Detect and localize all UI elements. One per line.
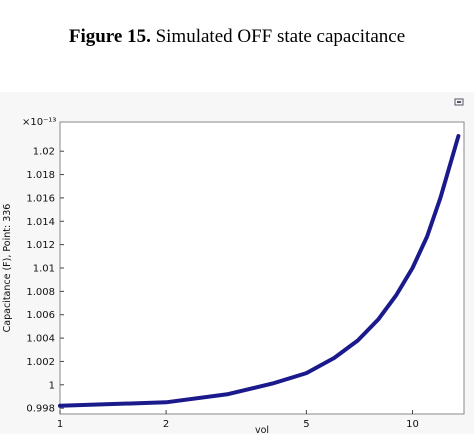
figure-caption-text: Simulated OFF state capacitance: [155, 26, 406, 47]
y-tick-label: 1.006: [26, 310, 55, 321]
plot-area: [59, 121, 465, 415]
y-tick-label: 1.004: [26, 334, 55, 345]
y-tick-label: 1.012: [26, 240, 55, 251]
figure-label: Figure 15.: [68, 26, 151, 47]
y-tick-label: 0.998: [26, 404, 55, 415]
x-tick-label: 1: [57, 419, 63, 430]
y-tick-label: 1.002: [26, 357, 55, 368]
figure-caption: Figure 15. Simulated OFF state capacitan…: [0, 26, 474, 48]
y-tick-label: 1.016: [26, 193, 55, 204]
y-tick-label: 1.01: [33, 264, 55, 275]
y-tick-label: 1.02: [33, 147, 55, 158]
x-axis-title: vol: [255, 425, 269, 434]
y-axis-title: Capacitance (F), Point: 336: [2, 204, 13, 333]
y-tick-label: 1.014: [26, 217, 55, 228]
x-axis: 1 2 5 10: [57, 410, 419, 430]
y-tick-label: 1: [49, 380, 55, 391]
y-tick-label: 1.018: [26, 170, 55, 181]
y-axis: 0.998 1 1.002 1.004 1.006 1.008 1.01 1.012 1.014…: [26, 147, 64, 415]
capacitance-series-line: [58, 134, 461, 408]
y-axis-multiplier: ×10⁻¹³: [22, 117, 56, 128]
y-tick-label: 1.008: [26, 287, 55, 298]
plot-panel: 0.998 1 1.002 1.004 1.006 1.008 1.01 1.012 1.014…: [0, 92, 474, 434]
x-tick-label: 2: [163, 419, 169, 430]
export-plot-icon[interactable]: [454, 98, 464, 106]
x-tick-label: 10: [406, 419, 419, 430]
x-tick-label: 5: [303, 419, 309, 430]
capacitance-chart: 0.99811.0021.0041.0061.0081.011.0121.014…: [2, 98, 465, 434]
